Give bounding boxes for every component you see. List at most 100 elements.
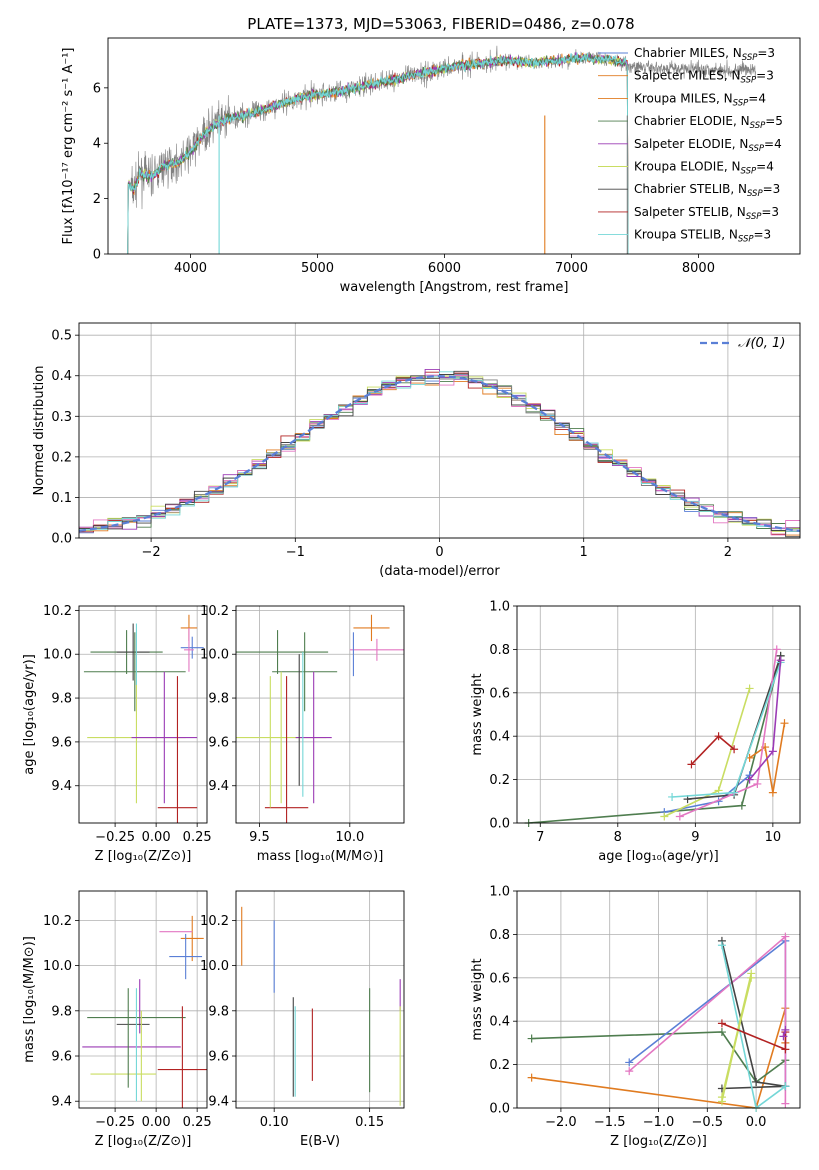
y-tick-label: 1.0	[489, 885, 510, 900]
y-tick-label: 4	[93, 137, 101, 152]
weight-point-marker	[687, 760, 696, 769]
errorbar-point	[272, 632, 338, 712]
x-tick-label: 0.00	[142, 830, 171, 845]
weight-vs-age-panel: 7 8 9 10 0.0 0.2 0.4 0.6 0.8 1.0 age [log₁₀(age/yr…	[470, 600, 801, 864]
weight-point-marker	[752, 1077, 761, 1086]
weight-series-line	[721, 973, 752, 1102]
errorbar-point	[116, 623, 150, 681]
y-tick-label: 9.4	[51, 1095, 72, 1110]
weight-point-marker	[668, 792, 677, 801]
y-tick-label: 1.0	[489, 600, 510, 615]
weight-point-marker	[747, 973, 756, 982]
y-axis-label: mass [log₁₀(M/M⊙)]	[22, 936, 37, 1063]
weight-point-marker	[781, 1082, 790, 1091]
weight-point-marker	[717, 1028, 726, 1037]
weight-point-marker	[745, 775, 754, 784]
x-tick-label: 10.0	[335, 830, 364, 845]
errorbar-point	[157, 676, 198, 823]
legend-label: Kroupa ELODIE, NSSP=4	[634, 160, 774, 177]
weight-vs-Z-panel: −2.0 −1.5 −1.0 −0.5 0.0 0.0 0.2 0.4 0.6 0.8 1.0 Z […	[470, 885, 801, 1149]
x-tick-label: 0.00	[142, 1115, 171, 1130]
errorbar-point	[264, 676, 309, 823]
x-tick-label: 0.15	[355, 1115, 384, 1130]
weight-point-marker	[780, 719, 789, 728]
y-tick-label: 6	[93, 81, 101, 96]
errorbar-point	[180, 915, 204, 962]
x-axis-label: wavelength [Angstrom, rest frame]	[340, 280, 569, 295]
weight-point-marker	[625, 1058, 634, 1067]
weight-point-marker	[772, 645, 781, 654]
y-tick-label: 0.2	[489, 773, 510, 788]
axes-frame	[78, 605, 208, 824]
errorbar-point	[236, 630, 329, 674]
x-tick-label: 7	[536, 830, 544, 845]
x-tick-label: 6000	[428, 261, 461, 276]
x-tick-label: 0.25	[183, 830, 212, 845]
y-tick-label: 9.8	[208, 692, 229, 707]
weight-point-marker	[730, 745, 739, 754]
axes-frame	[78, 890, 208, 1109]
x-tick-label: −1.0	[643, 1115, 675, 1130]
x-tick-label: −0.25	[95, 1115, 135, 1130]
age-vs-Z-panel: −0.25 0.00 0.25 9.4 9.6 9.8 10.0 10.2 Z [log₁₀(Z…	[22, 604, 212, 864]
weight-point-marker	[737, 801, 746, 810]
axes-frame	[78, 322, 801, 539]
y-tick-label: 9.4	[51, 779, 72, 794]
x-tick-label: 5000	[301, 261, 334, 276]
weight-series-line	[528, 655, 782, 823]
x-tick-label: 8	[614, 830, 622, 845]
y-tick-label: 0.0	[489, 817, 510, 832]
histogram-step-line	[79, 374, 800, 536]
weight-point-marker	[768, 747, 777, 756]
x-tick-label: 7000	[555, 261, 588, 276]
x-axis-label: Z [log₁₀(Z/Z⊙)]	[95, 849, 192, 864]
errorbar-point	[157, 1006, 207, 1108]
errorbar-point	[169, 933, 203, 980]
weight-point-marker	[781, 1045, 790, 1054]
axes-frame	[516, 890, 801, 1109]
weight-point-marker	[745, 684, 754, 693]
y-tick-label: 9.8	[51, 692, 72, 707]
y-axis-label: mass weight	[470, 958, 485, 1040]
y-tick-label: 9.4	[208, 779, 229, 794]
y-tick-label: 0.1	[51, 491, 72, 506]
y-tick-label: 2	[93, 192, 101, 207]
weight-point-marker	[717, 941, 726, 950]
errorbar-point	[295, 671, 332, 804]
weight-series-line	[687, 655, 782, 800]
y-tick-label: 9.6	[208, 735, 229, 750]
weight-series-line	[748, 660, 782, 781]
y-tick-label: 0.4	[489, 1015, 510, 1030]
legend-label: 𝒩(0, 1)	[738, 336, 785, 351]
errorbar-point	[180, 636, 204, 659]
y-tick-label: 0.4	[489, 730, 510, 745]
errorbar-point	[184, 627, 194, 672]
weight-point-marker	[781, 1099, 790, 1108]
x-tick-label: 0.0	[746, 1115, 767, 1130]
weight-point-marker	[753, 779, 762, 788]
legend-label: Kroupa STELIB, NSSP=3	[634, 228, 771, 245]
y-tick-label: 10.0	[43, 648, 72, 663]
y-tick-label: 0.5	[51, 329, 72, 344]
errorbar-point	[131, 671, 198, 804]
weight-point-marker	[781, 1025, 790, 1034]
weight-series-line	[531, 1031, 786, 1084]
x-tick-label: −2.0	[545, 1115, 577, 1130]
y-tick-label: 0.6	[489, 686, 510, 701]
x-axis-label: (data-model)/error	[379, 564, 500, 579]
weight-point-marker	[717, 1093, 726, 1102]
axes-frame	[235, 605, 405, 824]
weight-point-marker	[527, 1034, 536, 1043]
y-axis-label: Flux [fλ10⁻¹⁷ erg cm⁻² s⁻¹ A⁻¹]	[61, 48, 76, 245]
legend-label: Salpeter STELIB, NSSP=3	[634, 205, 779, 222]
x-tick-label: 0	[435, 545, 443, 560]
y-tick-label: 0	[93, 248, 101, 263]
y-tick-label: 10.0	[200, 959, 229, 974]
x-tick-label: 0.10	[260, 1115, 289, 1130]
mass-vs-ebv-panel: 0.10 0.15 9.4 9.6 9.8 10.0 10.2 E(B-V)	[200, 890, 405, 1149]
weight-point-marker	[730, 788, 739, 797]
model-spectrum-line	[127, 52, 629, 254]
y-tick-label: 0.6	[489, 971, 510, 986]
y-tick-label: 9.6	[208, 1050, 229, 1065]
weight-series-line	[721, 940, 786, 1090]
